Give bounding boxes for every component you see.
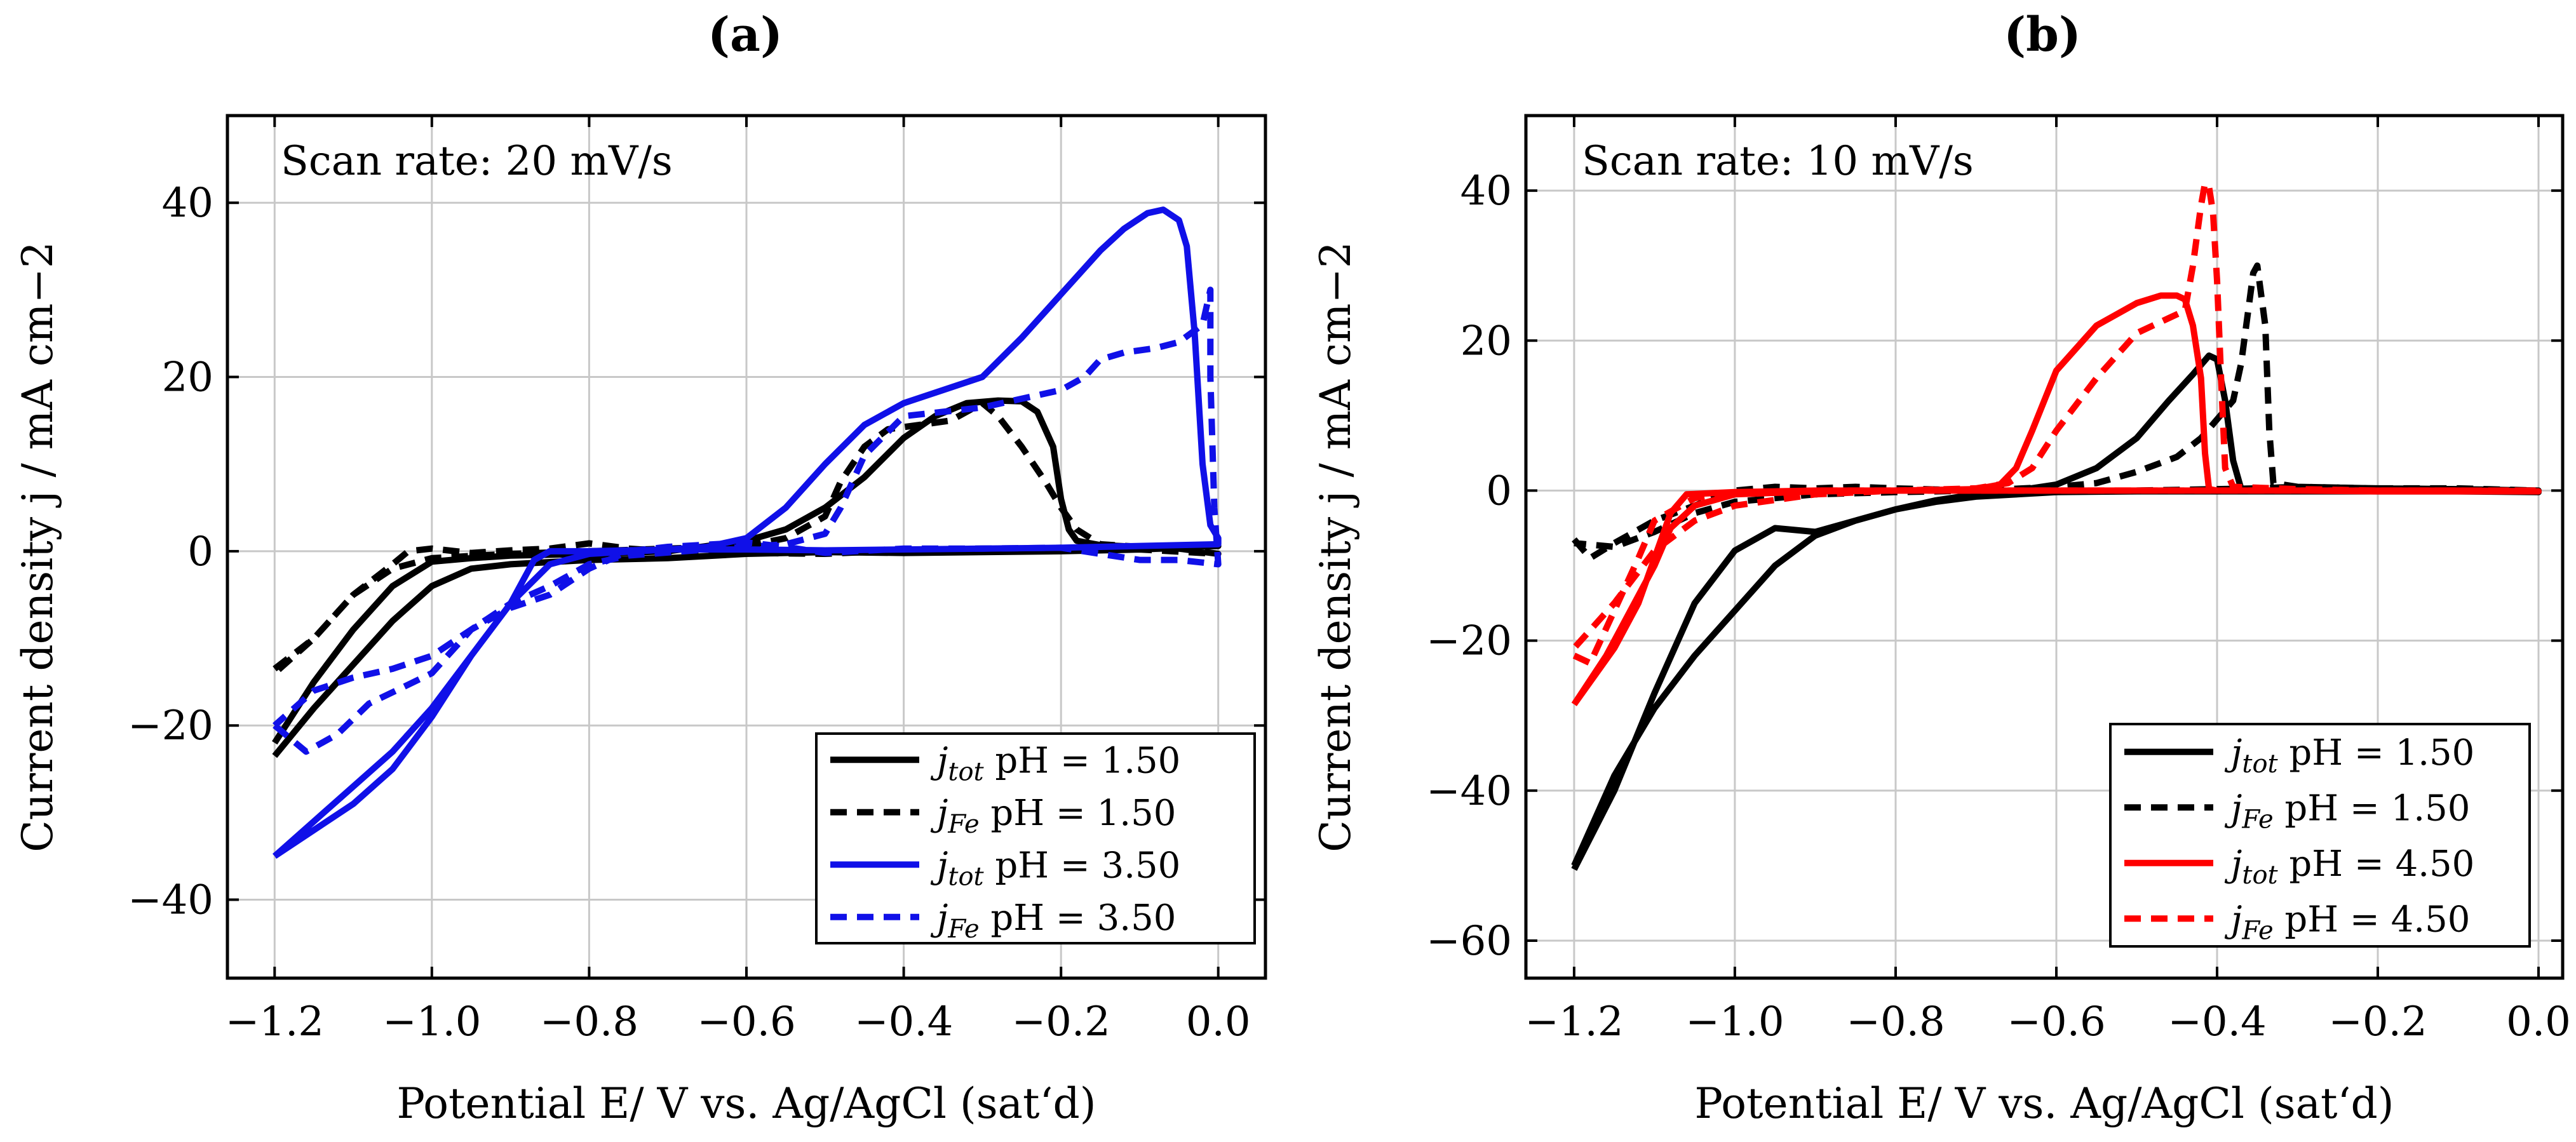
panel-b-legend: jtot pH = 1.50 jFe pH = 1.50 jtot pH = 4.5… <box>2109 723 2531 948</box>
panel-a-label: (a) <box>708 8 783 62</box>
panel-a-xtick-label: −0.4 <box>854 998 953 1045</box>
panel-b-xtick-label: −0.2 <box>2328 998 2427 1045</box>
panel-b: (b) −1.2 −1.0 −0.8 −0.6 −0.4 −0.2 0.0 −60 −40 −20… <box>1311 8 2571 1128</box>
panel-a-xlabel: Potential E/ V vs. Ag/AgCl (sat‘d) <box>397 1079 1096 1128</box>
panel-a-legend-box <box>815 732 1256 944</box>
panel-a-xtick-label: −1.2 <box>226 998 324 1045</box>
panel-b-ytick-label: 20 <box>1460 318 1512 365</box>
panel-b-ytick-label: −60 <box>1426 918 1512 965</box>
panel-a-ytick-label: −20 <box>128 702 213 749</box>
panel-a: (a) −1.2 −1.0 −0.8 −0.6 −0.4 −0.2 0.0 −40 −20 0 20… <box>13 8 1267 1128</box>
panel-a-xtick-label: 0.0 <box>1186 998 1251 1045</box>
panel-a-xtick-label: −0.6 <box>697 998 795 1045</box>
panel-b-xtick-label: −0.4 <box>2168 998 2266 1045</box>
panel-b-legend-label: jtot pH = 1.50 <box>2224 732 2474 779</box>
panel-b-scan-rate: Scan rate: 10 mV/s <box>1582 138 1974 185</box>
panel-a-legend-label: jtot pH = 3.50 <box>930 845 1180 891</box>
panel-b-xtick-label: −0.8 <box>1846 998 1945 1045</box>
panel-b-series-4 <box>1572 180 2542 666</box>
panel-b-ylabel: Current density j / mA cm−2 <box>1311 241 1360 852</box>
panel-b-label: (b) <box>2004 8 2081 62</box>
panel-b-ytick-label: 40 <box>1460 168 1512 215</box>
panel-a-series-4 <box>272 286 1222 755</box>
panel-a-series-3 <box>272 206 1222 859</box>
panel-a-ytick-label: 0 <box>187 528 213 575</box>
panel-b-xlabel: Potential E/ V vs. Ag/AgCl (sat‘d) <box>1695 1079 2394 1128</box>
panel-a-series <box>272 206 1222 859</box>
panel-b-legend-label: jFe pH = 1.50 <box>2224 788 2470 834</box>
panel-a-ytick-label: −40 <box>128 877 213 924</box>
panel-b-ticks: −1.2 −1.0 −0.8 −0.6 −0.4 −0.2 0.0 −60 −40 −20 0 20 4… <box>1426 116 2571 1045</box>
panel-a-ytick-label: 40 <box>162 180 213 227</box>
panel-b-legend-box <box>2109 723 2531 948</box>
panel-b-xtick-label: −0.6 <box>2007 998 2105 1045</box>
panel-b-frame <box>1524 114 2565 980</box>
panel-b-xtick-label: 0.0 <box>2506 998 2571 1045</box>
panel-a-xtick-label: −0.8 <box>540 998 638 1045</box>
panel-b-ytick-label: 0 <box>1486 467 1512 514</box>
panel-a-ytick-label: 20 <box>162 354 213 401</box>
panel-b-ytick-label: −20 <box>1426 618 1512 665</box>
panel-b-xtick-label: −1.2 <box>1525 998 1623 1045</box>
panel-a-ticks: −1.2 −1.0 −0.8 −0.6 −0.4 −0.2 0.0 −40 −20 0 20 40 <box>128 116 1265 1045</box>
panel-b-grid <box>1526 116 2563 978</box>
panel-b-ytick-label: −40 <box>1426 768 1512 815</box>
panel-a-legend-label: jtot pH = 1.50 <box>930 740 1180 786</box>
panel-a-scan-rate: Scan rate: 20 mV/s <box>281 138 673 185</box>
panel-a-xtick-label: −1.0 <box>382 998 481 1045</box>
panel-b-series <box>1571 180 2542 871</box>
panel-a-xtick-label: −0.2 <box>1011 998 1110 1045</box>
panel-a-ylabel: Current density j / mA cm−2 <box>13 241 62 852</box>
panel-b-legend-label: jtot pH = 4.50 <box>2224 843 2474 890</box>
panel-b-legend-label: jFe pH = 4.50 <box>2224 899 2470 945</box>
panel-b-xtick-label: −1.0 <box>1685 998 1784 1045</box>
